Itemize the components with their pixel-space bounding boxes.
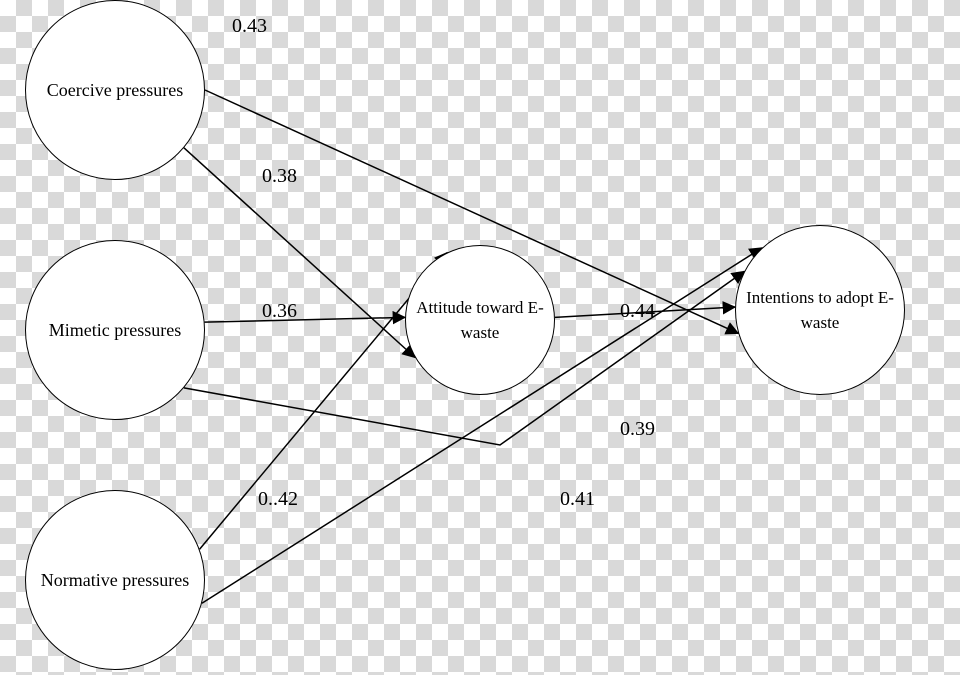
node-intentions-to-adopt-ewaste: Intentions to adopt E-waste [735, 225, 905, 395]
edge-label-normative-intent: 0.41 [560, 488, 595, 511]
edge-label-normative-attitude: 0..42 [258, 488, 298, 511]
edge-label-coercive-attitude: 0.38 [262, 165, 297, 188]
edge-label-mimetic-intent: 0.39 [620, 418, 655, 441]
edge-label-attitude-intent: 0.44 [620, 300, 655, 323]
node-mimetic-pressures: Mimetic pressures [25, 240, 205, 420]
node-normative-pressures: Normative pressures [25, 490, 205, 670]
node-label: Intentions to adopt E-waste [744, 285, 896, 336]
edge-label-mimetic-attitude: 0.36 [262, 300, 297, 323]
node-attitude-toward-ewaste: Attitude toward E-waste [405, 245, 555, 395]
node-label: Coercive pressures [47, 77, 183, 104]
node-label: Attitude toward E-waste [414, 295, 546, 346]
node-label: Mimetic pressures [49, 317, 181, 344]
node-coercive-pressures: Coercive pressures [25, 0, 205, 180]
edge-label-coercive-intent: 0.43 [232, 15, 267, 38]
edge-coercive-attitude [184, 148, 415, 358]
node-label: Normative pressures [41, 567, 189, 594]
